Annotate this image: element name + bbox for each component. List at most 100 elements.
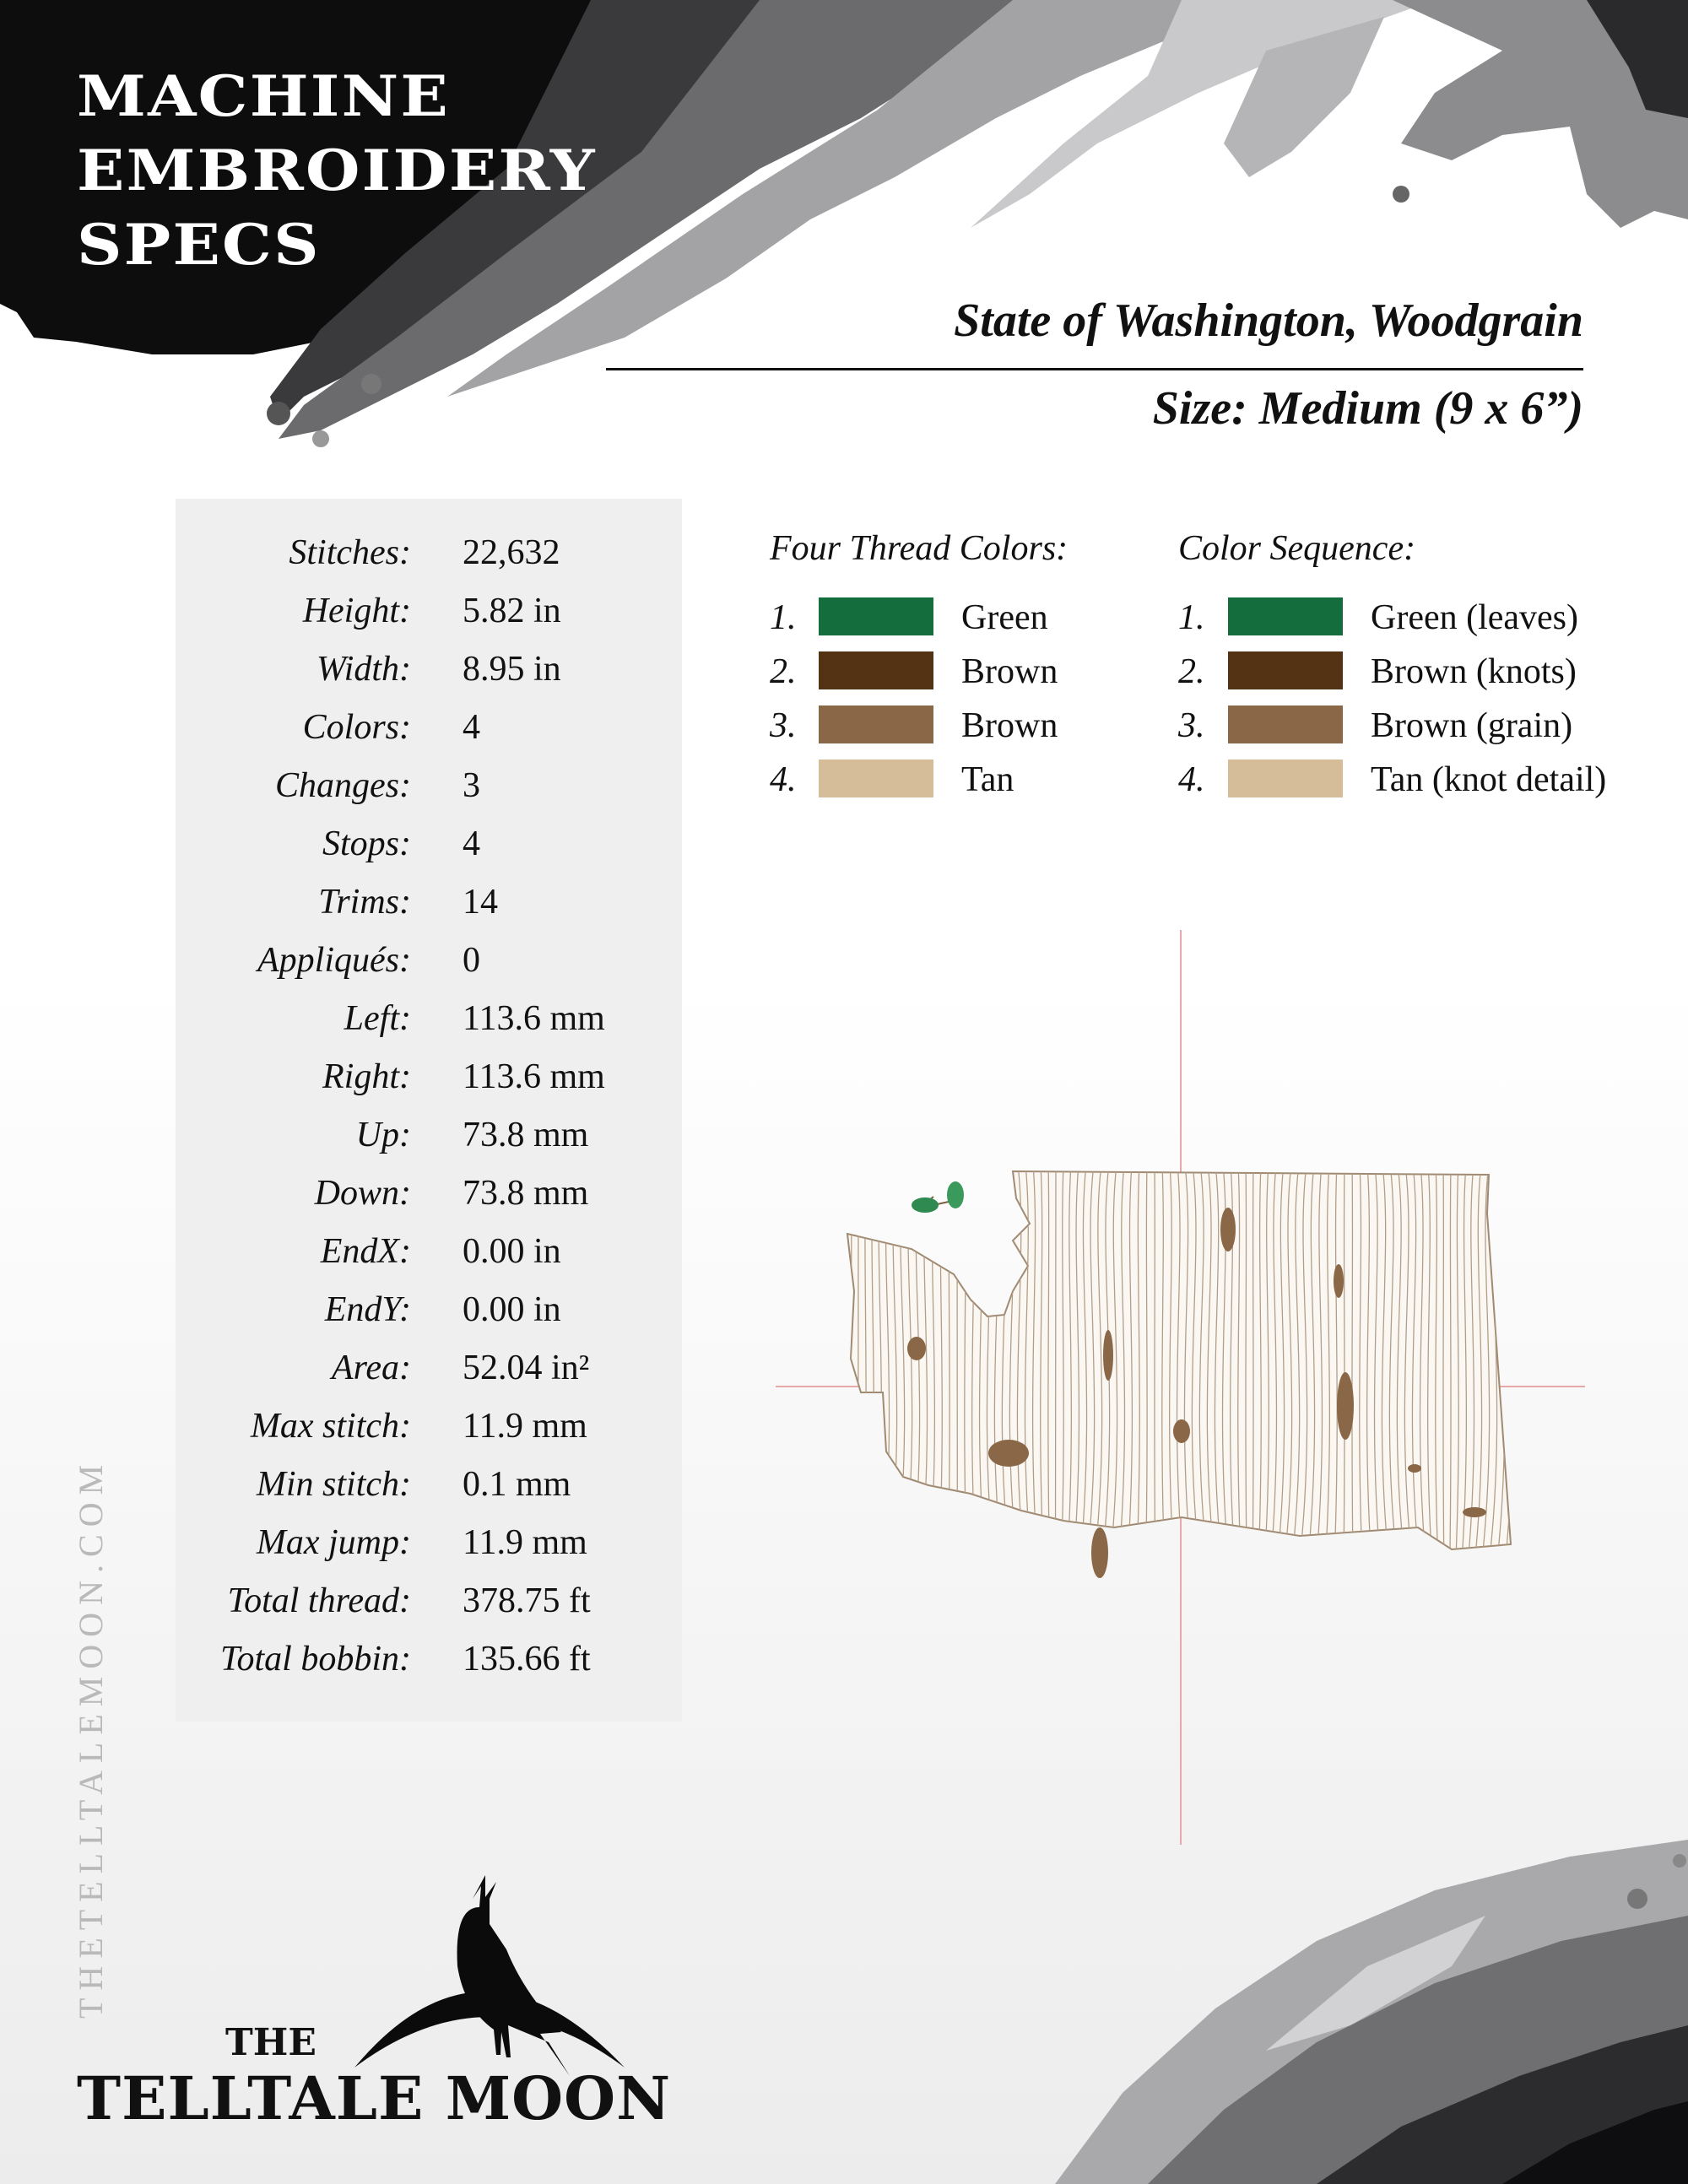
color-sequence-heading: Color Sequence: bbox=[1178, 529, 1416, 568]
stat-value: 5.82 in bbox=[463, 592, 561, 630]
design-size: Size: Medium (9 x 6”) bbox=[1152, 382, 1583, 435]
divider bbox=[606, 368, 1583, 370]
color-name: Brown bbox=[961, 652, 1058, 691]
stat-value: 135.66 ft bbox=[463, 1640, 591, 1679]
stat-value: 113.6 mm bbox=[463, 999, 605, 1038]
stat-label: EndX: bbox=[320, 1232, 411, 1271]
logo-name-text: TELLTALE MOON bbox=[77, 2063, 672, 2133]
stat-label: EndY: bbox=[324, 1290, 411, 1329]
stat-row: Stops: 4 bbox=[176, 824, 682, 874]
stat-value: 378.75 ft bbox=[463, 1581, 591, 1620]
color-row: 4. Tan bbox=[770, 756, 1276, 810]
stat-row: Width: 8.95 in bbox=[176, 649, 682, 700]
website-vertical-text: THETELLTALEMOON.COM bbox=[72, 1457, 110, 2019]
stat-label: Left: bbox=[344, 999, 411, 1038]
stat-label: Width: bbox=[316, 650, 411, 689]
color-number: 1. bbox=[1178, 598, 1205, 637]
color-row: 1. Green bbox=[770, 594, 1276, 648]
stat-row: Left: 113.6 mm bbox=[176, 998, 682, 1049]
stat-row: Max stitch: 11.9 mm bbox=[176, 1406, 682, 1457]
stat-row: Max jump: 11.9 mm bbox=[176, 1522, 682, 1573]
stat-label: Up: bbox=[355, 1116, 411, 1154]
stat-row: Changes: 3 bbox=[176, 765, 682, 816]
color-row: 3. Brown (grain) bbox=[1178, 702, 1685, 756]
color-name: Tan (knot detail) bbox=[1371, 760, 1607, 799]
stat-row: Min stitch: 0.1 mm bbox=[176, 1464, 682, 1515]
stat-row: Trims: 14 bbox=[176, 882, 682, 933]
stat-row: Down: 73.8 mm bbox=[176, 1173, 682, 1224]
stat-value: 73.8 mm bbox=[463, 1174, 589, 1213]
stat-label: Stops: bbox=[322, 824, 411, 863]
color-number: 3. bbox=[1178, 706, 1205, 745]
washington-woodgrain-shape bbox=[846, 1170, 1512, 1578]
color-swatch bbox=[819, 597, 933, 635]
brush-stroke-background-top bbox=[0, 0, 1688, 447]
stat-label: Appliqués: bbox=[257, 941, 411, 980]
stat-value: 0.1 mm bbox=[463, 1465, 571, 1504]
color-name: Brown (knots) bbox=[1371, 652, 1577, 691]
stat-row: EndX: 0.00 in bbox=[176, 1231, 682, 1282]
title-line: MACHINE bbox=[77, 63, 451, 129]
color-number: 4. bbox=[770, 760, 797, 799]
stat-value: 4 bbox=[463, 824, 480, 863]
title-line: SPECS bbox=[77, 212, 321, 278]
stat-row: Appliqués: 0 bbox=[176, 940, 682, 991]
stat-value: 0 bbox=[463, 941, 480, 980]
stat-row: Area: 52.04 in² bbox=[176, 1348, 682, 1398]
stat-label: Min stitch: bbox=[256, 1465, 411, 1504]
color-swatch bbox=[1228, 760, 1343, 797]
crow-moon-logo-icon bbox=[354, 1875, 625, 2076]
color-name: Tan bbox=[961, 760, 1014, 799]
stat-value: 52.04 in² bbox=[463, 1349, 590, 1387]
stat-value: 113.6 mm bbox=[463, 1057, 605, 1096]
stat-value: 73.8 mm bbox=[463, 1116, 589, 1154]
stat-value: 11.9 mm bbox=[463, 1523, 587, 1562]
stat-row: Stitches: 22,632 bbox=[176, 532, 682, 583]
color-number: 2. bbox=[1178, 652, 1205, 691]
stat-row: Height: 5.82 in bbox=[176, 591, 682, 641]
color-name: Brown bbox=[961, 706, 1058, 745]
stat-label: Total thread: bbox=[227, 1581, 411, 1620]
stat-label: Max jump: bbox=[256, 1523, 411, 1562]
color-swatch bbox=[819, 651, 933, 689]
design-name: State of Washington, Woodgrain bbox=[954, 295, 1583, 347]
color-name: Brown (grain) bbox=[1371, 706, 1573, 745]
color-row: 2. Brown (knots) bbox=[1178, 648, 1685, 702]
color-swatch bbox=[1228, 597, 1343, 635]
color-row: 1. Green (leaves) bbox=[1178, 594, 1685, 648]
title-line: EMBROIDERY bbox=[77, 138, 597, 203]
stat-row: EndY: 0.00 in bbox=[176, 1289, 682, 1340]
color-number: 4. bbox=[1178, 760, 1205, 799]
page-title: MACHINE EMBROIDERY SPECS bbox=[77, 59, 597, 282]
color-row: 4. Tan (knot detail) bbox=[1178, 756, 1685, 810]
stat-value: 22,632 bbox=[463, 533, 560, 572]
stat-value: 3 bbox=[463, 766, 480, 805]
stat-row: Total thread: 378.75 ft bbox=[176, 1581, 682, 1631]
stats-panel: Stitches: 22,632 Height: 5.82 in Width: 8.95 … bbox=[176, 499, 682, 1722]
stat-label: Changes: bbox=[275, 766, 411, 805]
stat-label: Trims: bbox=[318, 883, 411, 922]
stat-row: Up: 73.8 mm bbox=[176, 1115, 682, 1165]
thread-colors-heading: Four Thread Colors: bbox=[770, 529, 1069, 568]
color-number: 1. bbox=[770, 598, 797, 637]
stat-label: Max stitch: bbox=[250, 1407, 411, 1446]
color-row: 3. Brown bbox=[770, 702, 1276, 756]
stat-label: Area: bbox=[331, 1349, 411, 1387]
stat-value: 8.95 in bbox=[463, 650, 561, 689]
color-row: 2. Brown bbox=[770, 648, 1276, 702]
stat-label: Total bobbin: bbox=[220, 1640, 411, 1679]
stat-value: 0.00 in bbox=[463, 1232, 561, 1271]
logo-the-text: THE bbox=[225, 2021, 316, 2064]
color-swatch bbox=[1228, 651, 1343, 689]
stat-value: 4 bbox=[463, 708, 480, 747]
color-number: 3. bbox=[770, 706, 797, 745]
stat-label: Colors: bbox=[302, 708, 411, 747]
stat-row: Right: 113.6 mm bbox=[176, 1057, 682, 1107]
color-number: 2. bbox=[770, 652, 797, 691]
stat-row: Colors: 4 bbox=[176, 707, 682, 758]
stat-label: Stitches: bbox=[289, 533, 411, 572]
design-preview bbox=[776, 930, 1585, 1845]
color-swatch bbox=[1228, 705, 1343, 743]
stat-label: Down: bbox=[314, 1174, 411, 1213]
